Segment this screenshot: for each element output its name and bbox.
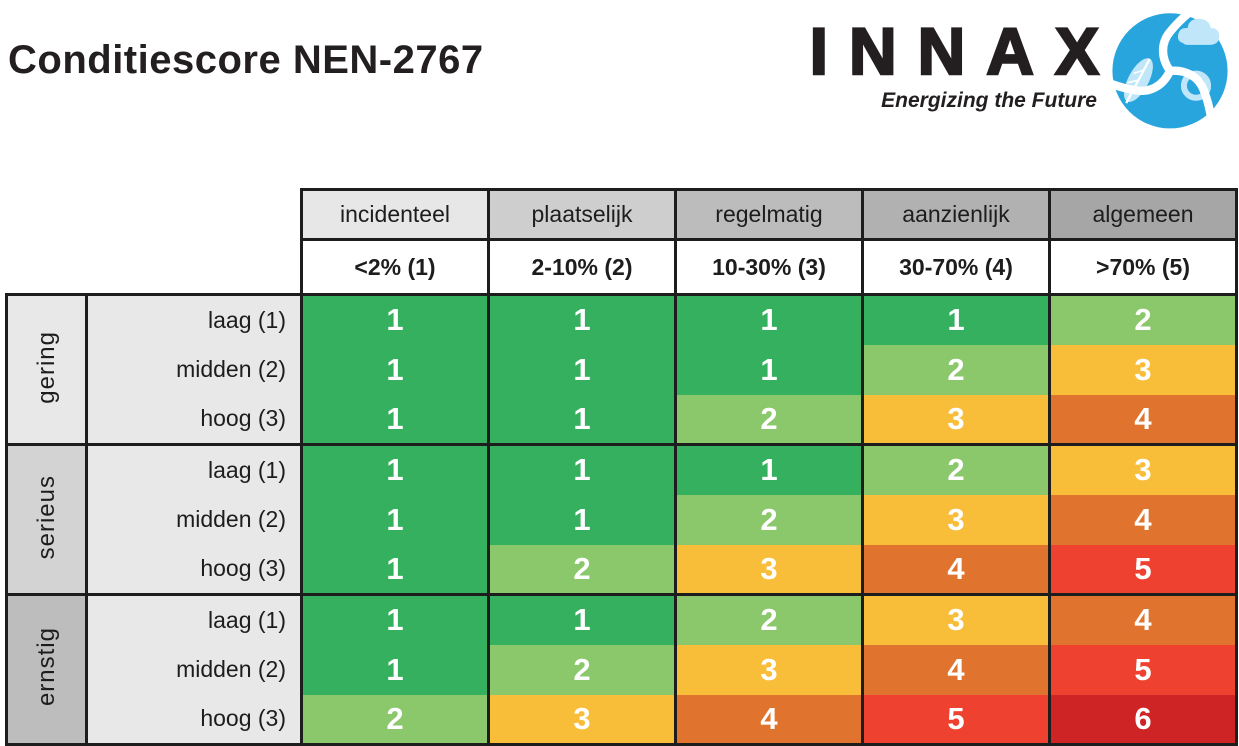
column-header-regelmatig: regelmatig <box>674 188 864 241</box>
column-header-plaatselijk: plaatselijk <box>487 188 677 241</box>
group-label-gering: gering <box>5 293 88 446</box>
logo-tagline: Energizing the Future <box>881 89 1097 112</box>
score-cell: 4 <box>1048 394 1238 445</box>
group-label-text-gering: gering <box>32 330 60 404</box>
row-label: midden (2) <box>85 644 303 695</box>
logo-text-block: INNAX Energizing the Future <box>808 4 1100 113</box>
group-label-serieus: serieus <box>5 443 88 596</box>
score-cell: 2 <box>861 344 1051 395</box>
score-cell: 1 <box>300 544 490 595</box>
score-cell: 4 <box>861 644 1051 695</box>
column-range-3: 10-30% (3) <box>674 238 864 296</box>
score-cell: 1 <box>861 293 1051 345</box>
score-cell: 6 <box>1048 694 1238 746</box>
column-header-algemeen: algemeen <box>1048 188 1238 241</box>
score-cell: 2 <box>300 694 490 746</box>
score-cell: 4 <box>1048 494 1238 545</box>
score-cell: 3 <box>861 593 1051 645</box>
score-cell: 2 <box>487 644 677 695</box>
score-cell: 1 <box>487 593 677 645</box>
row-label: laag (1) <box>85 293 303 345</box>
score-cell: 2 <box>487 544 677 595</box>
score-cell: 2 <box>861 443 1051 495</box>
score-cell: 1 <box>300 593 490 645</box>
score-cell: 2 <box>674 593 864 645</box>
score-cell: 3 <box>861 494 1051 545</box>
row-label: hoog (3) <box>85 394 303 445</box>
score-cell: 5 <box>1048 644 1238 695</box>
score-cell: 3 <box>487 694 677 746</box>
column-range-4: 30-70% (4) <box>861 238 1051 296</box>
score-cell: 1 <box>300 494 490 545</box>
score-cell: 2 <box>1048 293 1238 345</box>
column-header-aanzienlijk: aanzienlijk <box>861 188 1051 241</box>
score-cell: 1 <box>487 344 677 395</box>
score-cell: 1 <box>300 644 490 695</box>
condition-matrix: incidenteel plaatselijk regelmatig aanzienl… <box>5 188 1238 746</box>
score-cell: 1 <box>674 344 864 395</box>
score-cell: 1 <box>487 394 677 445</box>
score-cell: 4 <box>1048 593 1238 645</box>
score-cell: 4 <box>861 544 1051 595</box>
group-label-text-ernstig: ernstig <box>32 627 60 707</box>
score-cell: 3 <box>1048 344 1238 395</box>
row-label: midden (2) <box>85 494 303 545</box>
score-cell: 4 <box>674 694 864 746</box>
row-label: hoog (3) <box>85 694 303 746</box>
row-label: laag (1) <box>85 443 303 495</box>
group-label-ernstig: ernstig <box>5 593 88 746</box>
row-label: hoog (3) <box>85 544 303 595</box>
page-title: Conditiescore NEN-2767 <box>8 38 484 82</box>
column-range-5: >70% (5) <box>1048 238 1238 296</box>
row-label: midden (2) <box>85 344 303 395</box>
score-cell: 1 <box>300 394 490 445</box>
score-cell: 5 <box>1048 544 1238 595</box>
score-cell: 1 <box>300 344 490 395</box>
column-range-2: 2-10% (2) <box>487 238 677 296</box>
score-cell: 3 <box>1048 443 1238 495</box>
score-cell: 1 <box>674 443 864 495</box>
score-cell: 3 <box>674 544 864 595</box>
score-cell: 1 <box>487 443 677 495</box>
score-cell: 1 <box>487 293 677 345</box>
score-cell: 2 <box>674 494 864 545</box>
score-cell: 1 <box>674 293 864 345</box>
innax-logo: INNAX Energizing the Future <box>808 4 1237 134</box>
group-label-text-serieus: serieus <box>32 474 60 560</box>
condition-matrix-body: incidenteel plaatselijk regelmatig aanzienl… <box>5 188 1238 746</box>
score-cell: 3 <box>674 644 864 695</box>
column-header-incidenteel: incidenteel <box>300 188 490 241</box>
score-cell: 1 <box>487 494 677 545</box>
innax-wordmark: INNAX <box>808 14 1120 88</box>
score-cell: 3 <box>861 394 1051 445</box>
score-cell: 2 <box>674 394 864 445</box>
score-cell: 1 <box>300 293 490 345</box>
innax-swirl-emblem-icon <box>1105 8 1228 129</box>
swirl-cuts <box>1105 8 1216 122</box>
matrix-corner-spacer <box>6 189 302 295</box>
column-range-1: <2% (1) <box>300 238 490 296</box>
score-cell: 1 <box>300 443 490 495</box>
score-cell: 5 <box>861 694 1051 746</box>
cloud-icon <box>1177 18 1220 45</box>
row-label: laag (1) <box>85 593 303 645</box>
